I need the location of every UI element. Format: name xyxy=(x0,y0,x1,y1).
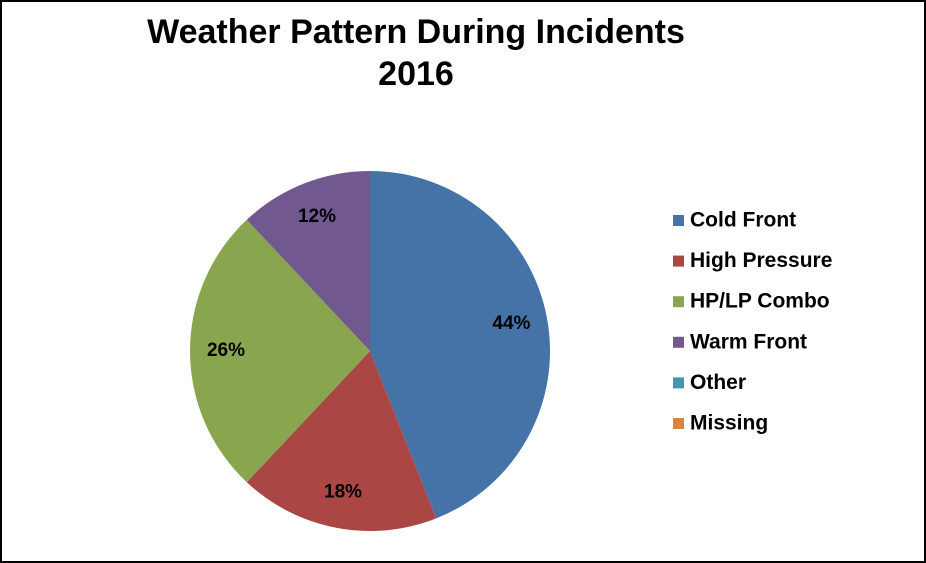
data-label: 12% xyxy=(298,206,336,227)
data-label: 26% xyxy=(207,340,245,361)
legend-swatch xyxy=(673,336,684,348)
legend-swatch xyxy=(673,296,684,308)
legend-swatch xyxy=(673,215,684,226)
chart-title: Weather Pattern During Incidents xyxy=(147,13,685,51)
legend-label: Other xyxy=(690,371,746,394)
legend-label: High Pressure xyxy=(690,249,832,272)
chart-title: 2016 xyxy=(378,55,454,93)
legend-swatch xyxy=(673,255,684,267)
legend-swatch xyxy=(673,377,684,389)
legend-label: HP/LP Combo xyxy=(690,290,830,313)
pie-slice xyxy=(370,171,551,519)
pie-slice xyxy=(246,171,370,351)
data-label: 44% xyxy=(492,313,530,334)
legend-label: Missing xyxy=(690,412,768,435)
data-label: 18% xyxy=(324,481,362,502)
legend-swatch xyxy=(673,418,684,429)
pie-slice xyxy=(190,219,370,483)
legend-label: Cold Front xyxy=(690,209,796,232)
pie-slice xyxy=(246,351,437,531)
legend-label: Warm Front xyxy=(690,330,807,353)
